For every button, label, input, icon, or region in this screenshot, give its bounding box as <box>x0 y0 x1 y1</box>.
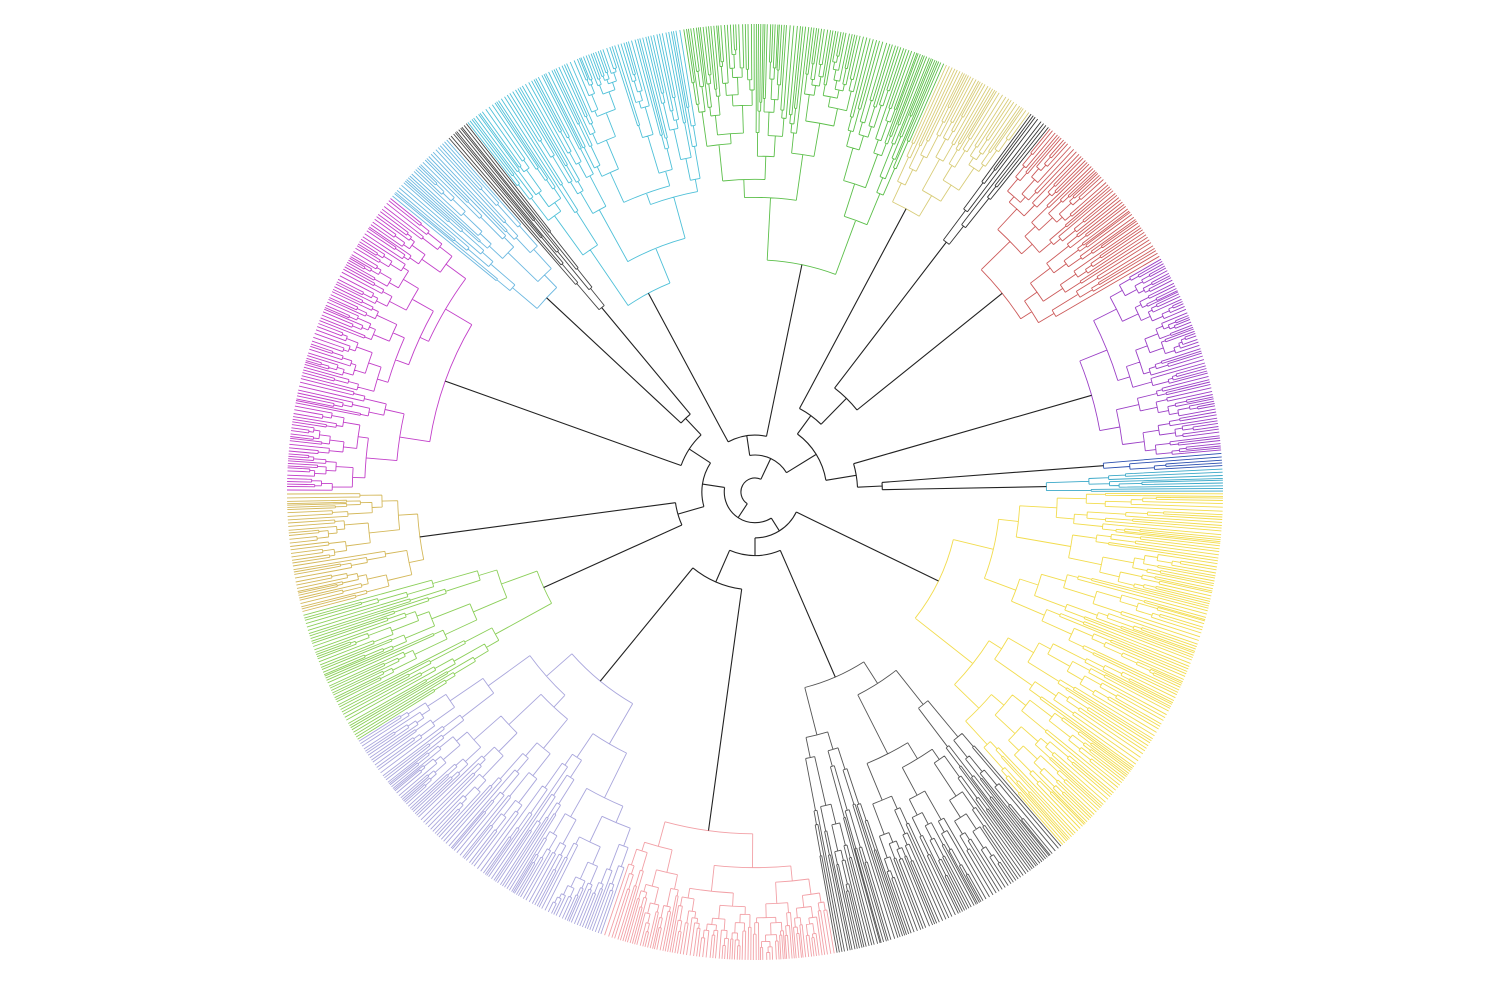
clade-branches <box>286 493 425 612</box>
clade-branches <box>392 139 558 309</box>
clade-branches <box>1045 468 1224 492</box>
clade-branches <box>804 661 1062 953</box>
clade-branches <box>286 198 473 491</box>
clade-branches <box>303 569 552 740</box>
clade-branches <box>358 653 634 935</box>
clade-branches <box>1102 452 1223 470</box>
clade-branches <box>604 821 835 961</box>
clade-branches <box>943 113 1049 245</box>
clade-branches <box>467 30 701 306</box>
clade-branches <box>448 123 605 311</box>
clade-branches <box>980 128 1160 323</box>
clade-branches <box>1079 258 1222 455</box>
backbone-branches <box>419 208 1104 831</box>
clade-branches <box>683 23 945 275</box>
clade-branches <box>892 64 1030 217</box>
clade-branches <box>914 492 1224 845</box>
